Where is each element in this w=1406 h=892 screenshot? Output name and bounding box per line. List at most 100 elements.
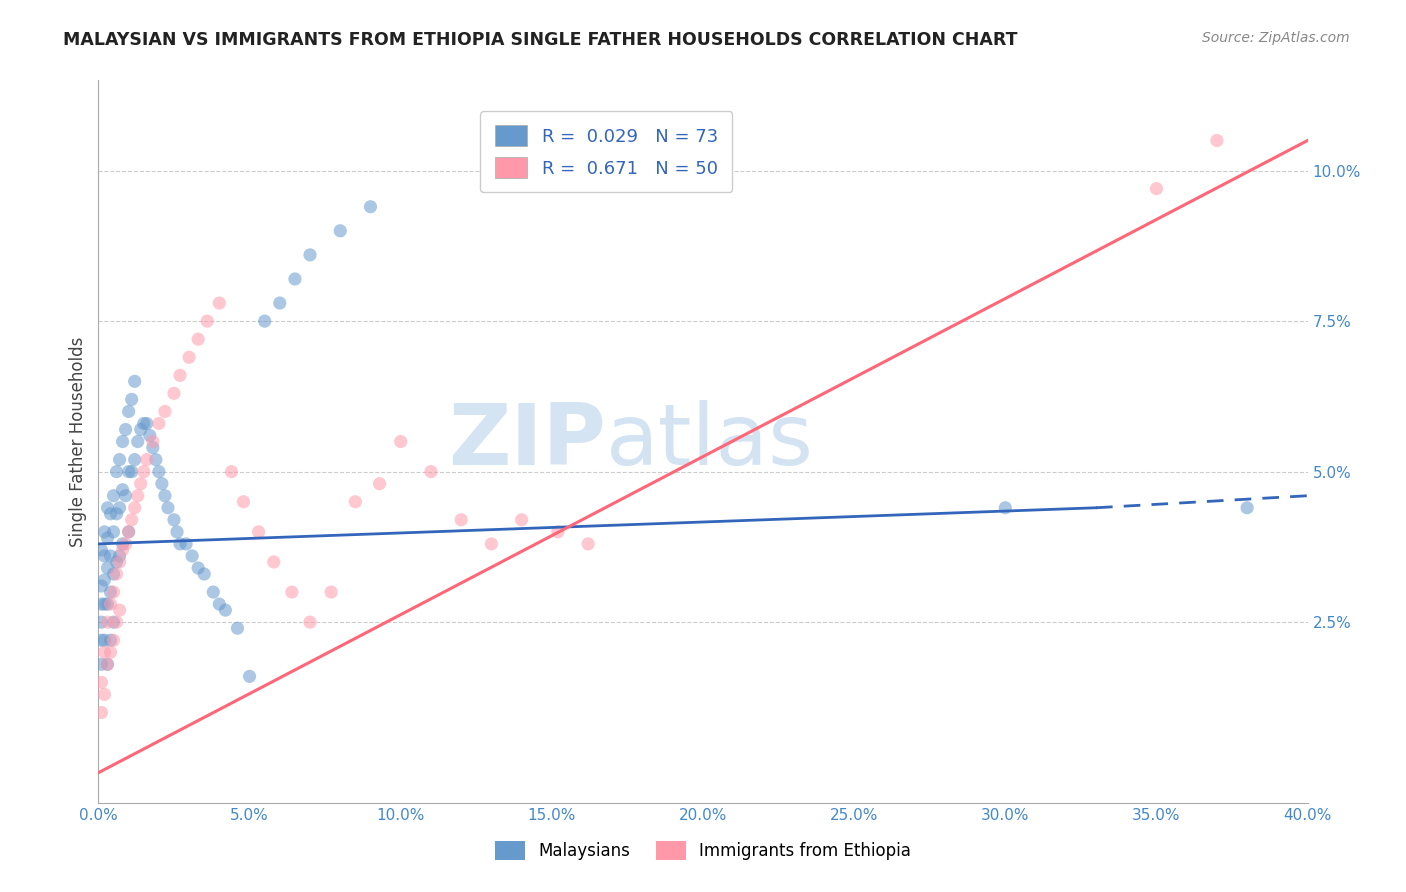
Point (1206, 134, 1229, 148)
Point (150, 476, 173, 491)
Point (111, 542, 134, 557)
Point (118, 524, 141, 539)
Point (247, 524, 270, 539)
Point (121, 513, 143, 527)
Point (129, 423, 152, 437)
Point (108, 555, 131, 569)
Point (239, 669, 262, 683)
Point (100, 645, 122, 659)
Point (179, 350, 201, 364)
Y-axis label: Single Father Households: Single Father Households (69, 336, 87, 547)
Point (181, 549, 204, 563)
Point (187, 561, 209, 575)
Point (547, 524, 569, 539)
Point (108, 603, 131, 617)
Point (299, 248, 322, 262)
Point (111, 434, 134, 449)
Point (142, 434, 165, 449)
Point (253, 314, 276, 328)
Point (93, 549, 115, 563)
Point (111, 483, 134, 497)
Point (93, 687, 115, 701)
Point (105, 465, 128, 479)
Point (96, 615, 118, 630)
Point (221, 465, 243, 479)
Point (135, 452, 157, 467)
Point (114, 489, 136, 503)
Point (90, 615, 112, 630)
Point (148, 417, 170, 431)
Point (284, 272, 307, 286)
Point (450, 513, 472, 527)
Point (105, 615, 128, 630)
Point (96, 531, 118, 545)
Point (1144, 182, 1167, 196)
Point (124, 500, 146, 515)
Point (127, 434, 149, 449)
Point (321, 585, 343, 599)
Point (103, 633, 125, 648)
Point (90, 542, 112, 557)
Point (93, 597, 115, 611)
Point (169, 368, 191, 383)
Point (96, 561, 118, 575)
Point (481, 537, 503, 551)
Point (93, 524, 115, 539)
Point (368, 476, 391, 491)
Point (195, 314, 218, 328)
Point (389, 434, 412, 449)
Point (93, 633, 115, 648)
Point (100, 585, 122, 599)
Point (111, 537, 134, 551)
Point (100, 597, 122, 611)
Point (420, 465, 443, 479)
Point (114, 537, 136, 551)
Point (103, 567, 125, 582)
Point (148, 465, 170, 479)
Point (269, 296, 291, 310)
Point (105, 567, 128, 582)
Point (139, 428, 162, 442)
Point (118, 465, 141, 479)
Point (93, 573, 115, 587)
Point (132, 465, 155, 479)
Point (90, 657, 112, 672)
Point (299, 615, 322, 630)
Point (142, 441, 165, 455)
Point (105, 555, 128, 569)
Point (124, 375, 146, 389)
Point (103, 585, 125, 599)
Point (329, 224, 352, 238)
Point (174, 537, 197, 551)
Point (100, 633, 122, 648)
Point (118, 524, 141, 539)
Text: Source: ZipAtlas.com: Source: ZipAtlas.com (1202, 31, 1350, 45)
Point (263, 555, 285, 569)
Point (281, 585, 304, 599)
Point (153, 489, 176, 503)
Point (214, 603, 236, 617)
Point (105, 507, 128, 521)
Point (135, 417, 157, 431)
Point (121, 392, 143, 407)
Point (132, 417, 155, 431)
Point (96, 657, 118, 672)
Point (103, 489, 125, 503)
Point (93, 645, 115, 659)
Point (208, 597, 231, 611)
Point (576, 537, 599, 551)
Point (187, 332, 209, 346)
Point (108, 549, 131, 563)
Point (90, 597, 112, 611)
Point (96, 500, 118, 515)
Point (169, 537, 191, 551)
Point (153, 404, 176, 418)
Point (129, 476, 152, 491)
Point (96, 657, 118, 672)
Point (156, 500, 179, 515)
Point (124, 452, 146, 467)
Point (360, 200, 382, 214)
Text: MALAYSIAN VS IMMIGRANTS FROM ETHIOPIA SINGLE FATHER HOUSEHOLDS CORRELATION CHART: MALAYSIAN VS IMMIGRANTS FROM ETHIOPIA SI… (63, 31, 1018, 49)
Point (163, 513, 186, 527)
Point (100, 507, 122, 521)
